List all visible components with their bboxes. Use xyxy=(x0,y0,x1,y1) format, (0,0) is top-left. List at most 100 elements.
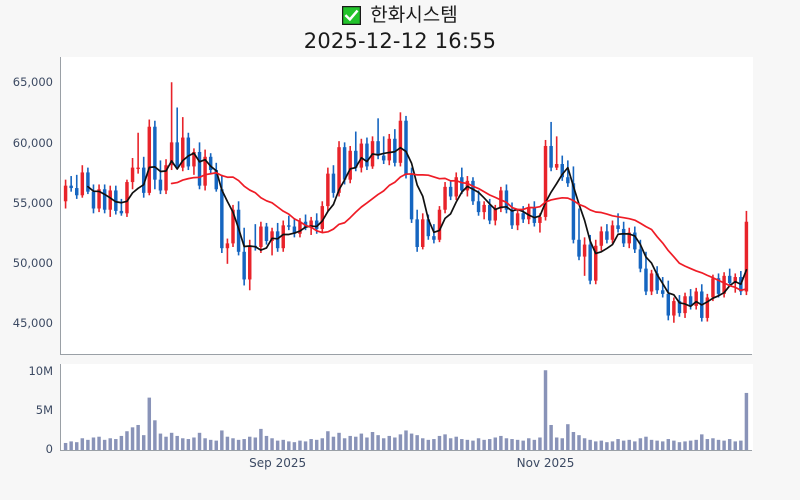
volume-bar xyxy=(711,438,715,450)
volume-bar xyxy=(231,438,235,450)
volume-bar xyxy=(700,434,704,450)
candlestick xyxy=(125,179,129,217)
volume-bar xyxy=(532,439,537,450)
volume-bar xyxy=(594,441,598,450)
page-title: 한화시스템 xyxy=(370,3,458,26)
volume-bar xyxy=(521,440,525,450)
candlestick xyxy=(409,167,414,223)
candlestick xyxy=(437,206,442,243)
volume-bar xyxy=(331,436,336,450)
candlestick xyxy=(370,136,375,169)
volume-axis-bottom xyxy=(60,450,752,451)
volume-bar xyxy=(275,440,280,450)
volume-bar xyxy=(147,397,152,450)
candlestick xyxy=(448,180,453,201)
volume-bar xyxy=(476,438,481,450)
volume-bar xyxy=(192,437,196,450)
candlestick xyxy=(147,119,152,196)
volume-bar xyxy=(633,441,637,450)
volume-bar xyxy=(186,439,191,450)
volume-bar xyxy=(220,430,224,450)
candlestick xyxy=(443,182,447,214)
volume-bar xyxy=(605,442,609,450)
candlestick xyxy=(515,209,520,231)
candlestick xyxy=(242,227,246,286)
candlestick xyxy=(181,117,185,172)
volume-bar xyxy=(610,441,615,450)
candlestick xyxy=(666,280,671,321)
price-axis-bottom xyxy=(60,354,752,355)
candlestick xyxy=(141,156,146,198)
volume-bar xyxy=(744,392,749,450)
volume-bar xyxy=(314,439,319,450)
volume-bar xyxy=(197,432,202,450)
volume-bar xyxy=(359,433,364,450)
volume-bar xyxy=(153,420,157,450)
candlestick xyxy=(554,136,559,171)
volume-bar xyxy=(309,439,313,450)
candlestick xyxy=(331,165,336,198)
candlestick xyxy=(638,239,643,273)
volume-bar xyxy=(677,442,682,450)
candlestick xyxy=(281,220,285,252)
candlestick xyxy=(287,215,291,231)
candlestick xyxy=(633,226,637,253)
candlestick xyxy=(326,167,330,211)
candlestick xyxy=(91,184,96,214)
candlestick xyxy=(97,184,101,213)
volume-bar-chart xyxy=(63,370,749,450)
candlestick xyxy=(672,297,676,323)
candlestick xyxy=(404,115,408,179)
volume-bar xyxy=(566,424,570,450)
green-check-icon[interactable] xyxy=(342,5,362,25)
candlestick xyxy=(348,145,352,184)
volume-bar xyxy=(688,440,693,450)
candlestick xyxy=(482,201,486,220)
volume-bar xyxy=(554,437,559,450)
volume-bar xyxy=(577,435,581,450)
volume-y-tick: 10M xyxy=(28,363,53,378)
candlestick xyxy=(744,210,749,296)
candlestick xyxy=(644,251,648,296)
candlestick xyxy=(387,133,391,166)
candlestick xyxy=(192,148,196,175)
volume-bar xyxy=(287,441,291,450)
candlestick xyxy=(164,159,168,195)
volume-bar xyxy=(454,436,458,450)
candlestick xyxy=(169,82,174,171)
volume-bar xyxy=(487,439,492,450)
candlestick xyxy=(270,227,274,256)
volume-bar xyxy=(727,439,732,450)
chart-header: 한화시스템 2025-12-12 16:55 xyxy=(0,0,800,58)
candlestick xyxy=(627,227,631,249)
volume-bar xyxy=(298,440,302,450)
candlestick xyxy=(63,179,68,209)
candlestick xyxy=(487,198,492,225)
candlestick xyxy=(69,176,73,192)
candlestick xyxy=(320,201,325,233)
candlestick xyxy=(398,112,403,167)
volume-bar xyxy=(376,435,380,450)
x-axis-tick: Sep 2025 xyxy=(249,456,307,470)
candlestick xyxy=(75,174,79,199)
chart-timestamp: 2025-12-12 16:55 xyxy=(303,29,497,53)
volume-bar xyxy=(164,436,168,450)
volume-bar xyxy=(342,438,347,450)
volume-bar xyxy=(560,438,564,450)
candlestick xyxy=(493,204,498,226)
volume-bar xyxy=(549,424,553,450)
volume-bar xyxy=(666,439,671,450)
candlestick xyxy=(231,204,235,247)
candlestick xyxy=(722,272,726,298)
volume-bar xyxy=(415,435,419,450)
volume-bar xyxy=(264,435,269,450)
candlestick xyxy=(314,213,319,234)
candlestick xyxy=(86,167,90,195)
volume-bar xyxy=(75,442,79,450)
volume-bar xyxy=(259,428,263,450)
volume-bar xyxy=(660,441,665,450)
volume-bar xyxy=(437,435,442,450)
candlestick xyxy=(365,137,369,171)
candlestick xyxy=(688,289,693,310)
